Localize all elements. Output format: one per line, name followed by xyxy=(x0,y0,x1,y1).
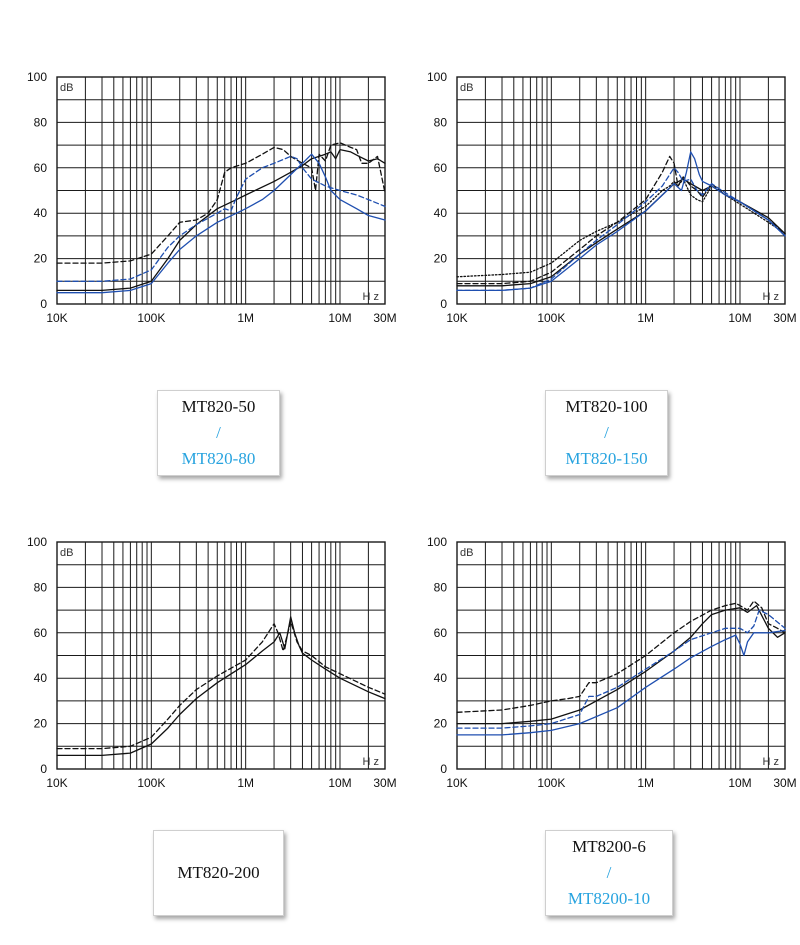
y-tick-label: 20 xyxy=(434,717,448,731)
series-line-1 xyxy=(56,616,386,757)
series-line-0 xyxy=(56,620,386,750)
chart-svg: 0 20 40 60 80 100 10K 100K 1M 10M 30M dB Hz xyxy=(27,535,397,790)
legend-box-mt820-200: MT820-200 xyxy=(153,830,284,916)
y-tick-label: 40 xyxy=(434,671,448,685)
y-tick-label: 100 xyxy=(27,535,47,549)
x-tick-label: 30M xyxy=(373,311,396,325)
x-tick-label: 1M xyxy=(237,311,254,325)
series-line-0 xyxy=(456,600,786,713)
legend-black-label: MT8200-6 xyxy=(572,837,646,856)
x-tick-label: 10K xyxy=(446,776,467,790)
chart-mt8200-6-10: 0 20 40 60 80 100 10K 100K 1M 10M 30M dB Hz xyxy=(400,525,800,805)
series-line-3 xyxy=(456,629,786,736)
x-tick-label: 100K xyxy=(537,776,565,790)
y-tick-label: 0 xyxy=(440,762,447,776)
legend-slash: / xyxy=(216,423,221,442)
y-tick-label: 40 xyxy=(34,671,48,685)
x-tick-label: 10K xyxy=(46,311,67,325)
legend-box-mt820-100-150: MT820-100 / MT820-150 xyxy=(545,390,668,476)
x-axis-unit: Hz xyxy=(763,291,782,303)
chart-svg: 0 20 40 60 80 100 10K 100K 1M 10M 30M dB Hz xyxy=(427,535,797,790)
series-line-3 xyxy=(56,153,386,294)
x-tick-label: 10K xyxy=(46,776,67,790)
y-tick-label: 60 xyxy=(34,161,48,175)
y-tick-label: 60 xyxy=(34,626,48,640)
legend-slash: / xyxy=(604,423,609,442)
y-tick-label: 80 xyxy=(434,580,448,594)
y-tick-label: 80 xyxy=(34,115,48,129)
y-tick-label: 80 xyxy=(34,580,48,594)
x-tick-label: 100K xyxy=(137,311,165,325)
x-tick-label: 100K xyxy=(537,311,565,325)
chart-mt820-50-80: 0 20 40 60 80 100 10K 100K 1M 10M 30M dB Hz xyxy=(0,60,400,340)
x-tick-label: 10M xyxy=(728,776,751,790)
chart-svg: 0 20 40 60 80 100 10K 100K 1M 10M 30M dB Hz xyxy=(27,70,397,325)
y-tick-label: 80 xyxy=(434,115,448,129)
x-tick-label: 10M xyxy=(328,776,351,790)
y-tick-label: 40 xyxy=(34,206,48,220)
x-tick-label: 1M xyxy=(237,776,254,790)
legend-black-label: MT820-100 xyxy=(565,397,648,416)
x-tick-label: 1M xyxy=(637,311,654,325)
y-tick-label: 60 xyxy=(434,161,448,175)
x-tick-label: 10M xyxy=(328,311,351,325)
x-tick-label: 30M xyxy=(773,776,796,790)
x-axis-unit: Hz xyxy=(363,291,382,303)
y-tick-label: 20 xyxy=(434,252,448,266)
plot-frame xyxy=(456,76,786,305)
x-tick-label: 30M xyxy=(373,776,396,790)
series-line-3 xyxy=(456,167,786,292)
chart-mt820-100-150: 0 20 40 60 80 100 10K 100K 1M 10M 30M dB Hz xyxy=(400,60,800,340)
x-tick-label: 1M xyxy=(637,776,654,790)
x-tick-label: 10M xyxy=(728,311,751,325)
y-tick-label: 100 xyxy=(427,535,447,549)
y-tick-label: 0 xyxy=(40,297,47,311)
legend-black-label: MT820-50 xyxy=(181,397,256,416)
chart-mt820-200: 0 20 40 60 80 100 10K 100K 1M 10M 30M dB Hz xyxy=(0,525,400,805)
legend-blue-label: MT820-80 xyxy=(181,449,256,468)
series-line-4 xyxy=(456,151,786,292)
x-tick-label: 10K xyxy=(446,311,467,325)
y-axis-unit: dB xyxy=(460,82,473,94)
series-line-1 xyxy=(56,142,386,264)
x-tick-label: 30M xyxy=(773,311,796,325)
legend-box-mt8200-6-10: MT8200-6 / MT8200-10 xyxy=(545,830,673,916)
y-axis-unit: dB xyxy=(60,82,73,94)
y-axis-unit: dB xyxy=(60,547,73,559)
y-tick-label: 40 xyxy=(434,206,448,220)
y-tick-label: 100 xyxy=(27,70,47,84)
x-tick-label: 100K xyxy=(137,776,165,790)
y-axis-unit: dB xyxy=(460,547,473,559)
legend-slash: / xyxy=(606,863,612,882)
x-axis-unit: Hz xyxy=(363,756,382,768)
legend-box-mt820-50-80: MT820-50 / MT820-80 xyxy=(157,390,280,476)
y-tick-label: 60 xyxy=(434,626,448,640)
series-line-1 xyxy=(456,604,786,725)
series-line-2 xyxy=(456,609,786,729)
y-tick-label: 0 xyxy=(440,297,447,311)
plot-frame xyxy=(456,541,786,770)
legend-blue-label: MT8200-10 xyxy=(567,889,651,908)
y-tick-label: 20 xyxy=(34,717,48,731)
legend-blue-label: MT820-150 xyxy=(565,449,648,468)
x-axis-unit: Hz xyxy=(763,756,782,768)
y-tick-label: 0 xyxy=(40,762,47,776)
legend-black-label: MT820-200 xyxy=(177,863,260,882)
plot-frame xyxy=(56,541,386,770)
y-tick-label: 100 xyxy=(427,70,447,84)
chart-svg: 0 20 40 60 80 100 10K 100K 1M 10M 30M dB Hz xyxy=(427,70,797,325)
y-tick-label: 20 xyxy=(34,252,48,266)
